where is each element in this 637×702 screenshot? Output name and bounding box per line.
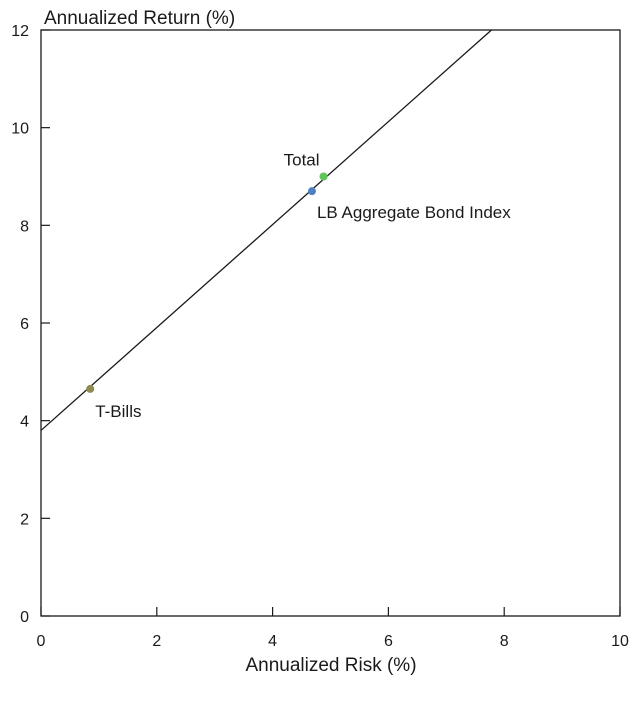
y-tick-label: 12 <box>11 23 29 40</box>
x-tick-label: 10 <box>611 633 629 650</box>
x-axis-title: Annualized Risk (%) <box>245 655 416 676</box>
point-lb-aggregate-bond-index <box>307 187 316 196</box>
y-tick-label: 0 <box>20 609 29 626</box>
y-axis-title: Annualized Return (%) <box>44 8 235 29</box>
x-tick-label: 6 <box>384 633 393 650</box>
y-tick-label: 6 <box>20 316 29 333</box>
x-tick-label: 8 <box>500 633 509 650</box>
label-total: Total <box>284 151 320 170</box>
plot-frame <box>40 29 621 617</box>
label-t-bills: T-Bills <box>95 402 141 421</box>
x-tick-label: 0 <box>37 633 46 650</box>
label-lb-aggregate-bond-index: LB Aggregate Bond Index <box>317 203 511 222</box>
series-layer: T-Bills LB Aggregate Bond Index Total <box>40 29 511 431</box>
point-total <box>319 172 328 181</box>
plot-border <box>40 29 621 617</box>
x-axis-ticks: 0 2 4 6 8 10 <box>37 607 629 650</box>
y-tick-label: 8 <box>20 218 29 235</box>
point-t-bills <box>86 384 95 393</box>
y-tick-label: 4 <box>20 414 29 431</box>
x-tick-label: 4 <box>268 633 277 650</box>
x-tick-label: 2 <box>152 633 161 650</box>
y-tick-label: 2 <box>20 511 29 528</box>
y-axis-ticks: 0 2 4 6 8 10 12 <box>11 23 50 626</box>
efficient-frontier-line <box>40 29 492 431</box>
y-tick-label: 10 <box>11 121 29 138</box>
